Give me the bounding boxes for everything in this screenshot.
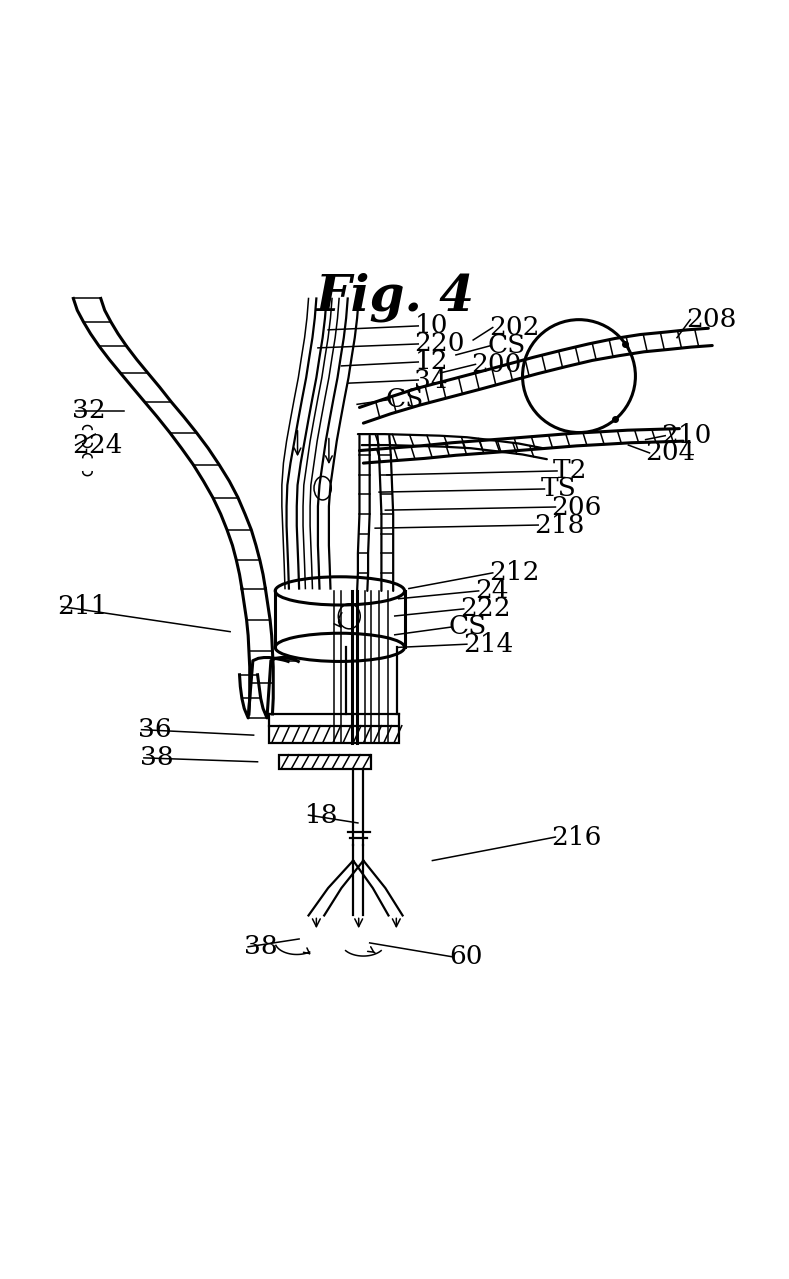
Text: 206: 206 (552, 495, 601, 519)
Text: 38: 38 (140, 746, 174, 770)
Text: CS: CS (448, 614, 486, 640)
Text: Fig. 4: Fig. 4 (315, 272, 474, 322)
Text: 34: 34 (414, 367, 447, 393)
Text: 220: 220 (414, 331, 465, 357)
Text: 36: 36 (137, 718, 171, 742)
Bar (269, 725, 398, 743)
Text: 208: 208 (686, 307, 736, 333)
Text: 212: 212 (488, 560, 539, 586)
Text: 222: 222 (459, 596, 510, 622)
Text: 10: 10 (414, 313, 447, 339)
Text: CS: CS (487, 333, 525, 358)
Text: 38: 38 (244, 934, 278, 959)
Text: 18: 18 (305, 803, 338, 828)
Text: 211: 211 (58, 593, 108, 619)
Text: 216: 216 (552, 825, 601, 849)
Bar (279, 755, 371, 769)
Text: 200: 200 (471, 352, 522, 377)
Text: 12: 12 (414, 349, 447, 375)
Text: 210: 210 (661, 423, 711, 448)
Text: TS: TS (540, 477, 576, 501)
Text: CS: CS (385, 388, 424, 412)
Text: 218: 218 (534, 513, 585, 537)
Text: 214: 214 (462, 632, 513, 656)
Text: 224: 224 (72, 432, 122, 458)
Text: T2: T2 (553, 458, 587, 483)
Text: 24: 24 (474, 578, 508, 604)
Text: 32: 32 (72, 398, 106, 423)
Text: 60: 60 (450, 944, 483, 969)
Text: 204: 204 (645, 440, 696, 466)
Text: 202: 202 (488, 315, 539, 340)
